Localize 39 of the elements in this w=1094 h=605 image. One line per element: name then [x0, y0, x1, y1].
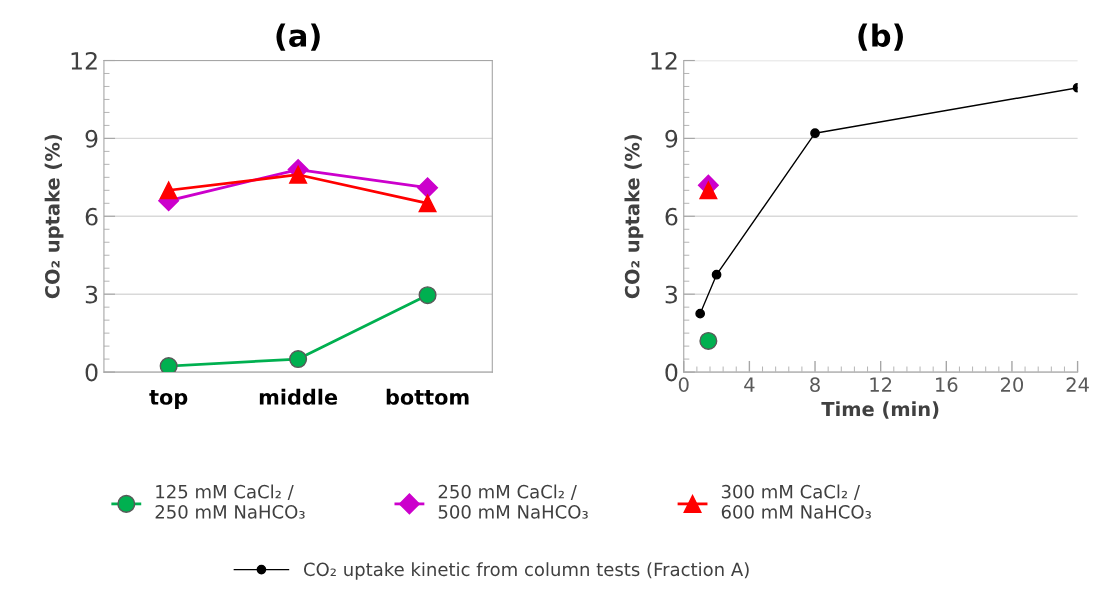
x-tick-label: 20: [1001, 377, 1024, 392]
point: [159, 357, 178, 373]
y-tick-label: 3: [85, 285, 98, 304]
x-tick-label: 8: [810, 377, 820, 392]
point: [289, 165, 308, 184]
x-tick-label: 4: [744, 377, 755, 392]
y-tick-label: 6: [85, 207, 98, 226]
y-tick-label: 12: [651, 51, 677, 70]
y-tick-label: 6: [665, 207, 678, 226]
point: [417, 177, 439, 199]
y-axis-title: CO₂ uptake (%): [624, 135, 644, 299]
legend-label: CO₂ uptake kinetic from column tests (Fraction A): [303, 562, 749, 580]
point: [699, 181, 718, 200]
x-tick-label: top: [149, 389, 188, 409]
x-tick-label: bottom: [386, 388, 469, 405]
x-tick-label: 0: [678, 377, 689, 392]
y-tick-label: 3: [665, 285, 677, 304]
x-tick-label: middle: [259, 388, 338, 405]
point: [289, 350, 308, 369]
legend-label: 250 mM CaCl₂ / 500 mM NaHCO₃: [438, 484, 588, 519]
y-tick-label: 9: [665, 129, 678, 148]
x-tick-label: 16: [936, 377, 958, 392]
point: [810, 128, 820, 139]
x-axis-title: Time (min): [821, 401, 939, 419]
point: [695, 308, 706, 319]
point: [699, 331, 718, 350]
point: [711, 269, 722, 280]
point: [418, 194, 437, 213]
y-tick-label: 12: [71, 51, 97, 70]
y-tick-label: 9: [85, 129, 98, 148]
legend-label: 125 mM CaCl₂ / 250 mM NaHCO₃: [155, 484, 305, 519]
chart-title: (b): [858, 23, 903, 51]
y-axis-title: CO₂ uptake (%): [44, 135, 64, 299]
x-tick-label: 24: [1066, 377, 1089, 392]
chart-title: (a): [276, 23, 320, 51]
point: [418, 286, 437, 305]
x-tick-label: 12: [870, 377, 892, 392]
point: [159, 181, 178, 200]
legend-label: 300 mM CaCl₂ / 600 mM NaHCO₃: [721, 484, 871, 519]
